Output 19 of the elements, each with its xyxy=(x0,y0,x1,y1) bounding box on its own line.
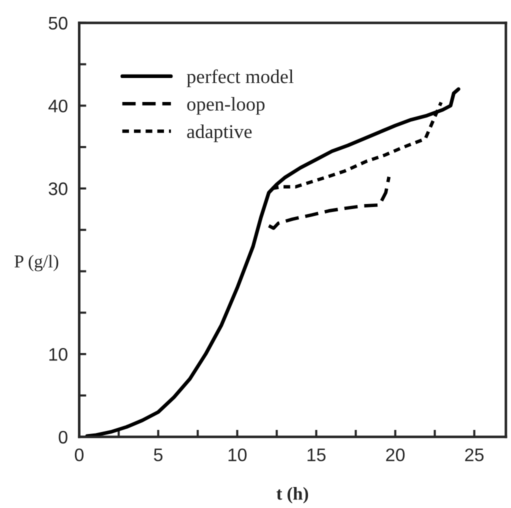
x-tick-label: 25 xyxy=(465,448,484,462)
x-tick-label: 10 xyxy=(228,448,247,462)
legend-label: perfect model xyxy=(186,69,294,88)
legend-label: open-loop xyxy=(187,97,265,115)
line-series xyxy=(85,87,460,437)
y-tick-label: 0 xyxy=(58,430,68,444)
x-tick-label: 5 xyxy=(154,448,162,462)
x-axis-title: t (h) xyxy=(276,487,308,504)
y-tick-label: 30 xyxy=(48,182,68,196)
x-tick-label: 15 xyxy=(308,448,326,462)
line-series xyxy=(267,175,391,230)
x-tick-label: 0 xyxy=(74,448,84,462)
y-tick-label: 50 xyxy=(48,16,68,30)
y-axis-title: P (g/l) xyxy=(14,254,58,272)
y-tick-label: 40 xyxy=(48,100,68,112)
y-tick-label: 10 xyxy=(49,348,68,361)
x-tick-label: 20 xyxy=(386,448,405,462)
line-series xyxy=(270,100,443,190)
legend-label: adaptive xyxy=(187,124,252,142)
